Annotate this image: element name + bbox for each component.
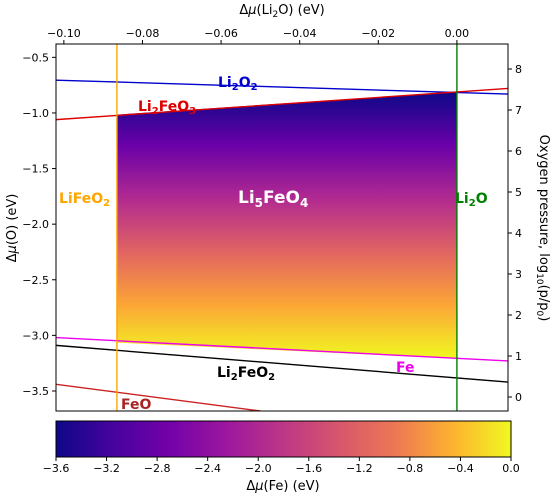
- right-tick-label: 1: [515, 350, 522, 363]
- stable-region-li5feo4: [116, 91, 457, 359]
- boundary-line-li2feo2: [56, 344, 508, 383]
- boundary-line-li2feo3: [56, 87, 508, 121]
- colorbar-tick-label: −2.8: [144, 462, 171, 475]
- left-tick-label: −0.5: [22, 51, 49, 64]
- label-feo: FeO: [121, 397, 151, 413]
- label-li2o2: Li2O2: [218, 75, 258, 93]
- left-tick-label: −3.5: [22, 385, 49, 398]
- colorbar-tick-label: −2.0: [245, 462, 272, 475]
- colorbar-axis: −3.6 −3.2 −2.8 −2.4 −2.0 −1.6 −1.2 −0.8 −0.4 0.0: [43, 457, 520, 475]
- boundary-line-li2o2: [56, 79, 508, 95]
- left-tick-label: −2.5: [22, 274, 49, 287]
- top-axis: −0.10 −0.08 −0.06 −0.04 −0.02 0.00: [47, 27, 469, 44]
- right-tick-label: 4: [515, 227, 522, 240]
- top-tick-label: −0.08: [126, 27, 160, 40]
- right-tick-label: 3: [515, 268, 522, 281]
- right-tick-label: 2: [515, 309, 522, 322]
- right-tick-label: 7: [515, 104, 522, 117]
- colorbar-tick-label: −1.2: [346, 462, 373, 475]
- label-li2feo3: Li2FeO3: [138, 99, 196, 117]
- left-tick-label: −2.0: [22, 218, 49, 231]
- top-tick-label: 0.00: [445, 27, 470, 40]
- stable-region-layer: [116, 91, 457, 359]
- boundary-line-feo: [56, 383, 261, 411]
- colorbar-tick-label: −3.6: [43, 462, 70, 475]
- colorbar-tick-label: −0.8: [397, 462, 424, 475]
- boundary-lines-layer: [56, 44, 508, 411]
- label-li2feo2: Li2FeO2: [217, 365, 275, 383]
- top-tick-label: −0.04: [283, 27, 317, 40]
- label-fe: Fe: [396, 360, 415, 376]
- right-tick-label: 6: [515, 145, 522, 158]
- label-lifeo2: LiFeO2: [59, 191, 110, 209]
- left-tick-label: −1.0: [22, 107, 49, 120]
- colorbar-tick-label: −1.6: [295, 462, 322, 475]
- colorbar-tick-label: −0.4: [447, 462, 474, 475]
- boundary-line-fe: [56, 336, 508, 362]
- colorbar-tick-label: −2.4: [194, 462, 221, 475]
- top-tick-label: −0.02: [361, 27, 395, 40]
- right-tick-label: 0: [515, 391, 522, 404]
- right-tick-label: 8: [515, 63, 522, 76]
- right-axis-title: Oxygen pressure, log10(p/p0): [534, 135, 550, 322]
- label-li2o: Li2O: [455, 191, 488, 209]
- top-tick-label: −0.06: [204, 27, 238, 40]
- left-tick-label: −1.5: [22, 163, 49, 176]
- colorbar: [55, 420, 512, 458]
- right-axis: 0 1 2 3 4 5 6 7 8: [508, 63, 522, 404]
- top-axis-title: Δμ(Li2O) (eV): [239, 3, 324, 20]
- colorbar-tick-label: 0.0: [502, 462, 520, 475]
- top-tick-label: −0.10: [47, 27, 81, 40]
- right-tick-label: 5: [515, 186, 522, 199]
- colorbar-title: Δμ(Fe) (eV): [246, 479, 319, 494]
- left-axis-title: Δμ(O) (eV): [5, 194, 20, 263]
- left-tick-label: −3.0: [22, 329, 49, 342]
- plot-frame: [55, 43, 509, 412]
- colorbar-tick-label: −3.2: [93, 462, 120, 475]
- left-axis: −3.5 −3.0 −2.5 −2.0 −1.5 −1.0 −0.5: [22, 51, 56, 398]
- label-li5feo4: Li5FeO4: [238, 188, 308, 210]
